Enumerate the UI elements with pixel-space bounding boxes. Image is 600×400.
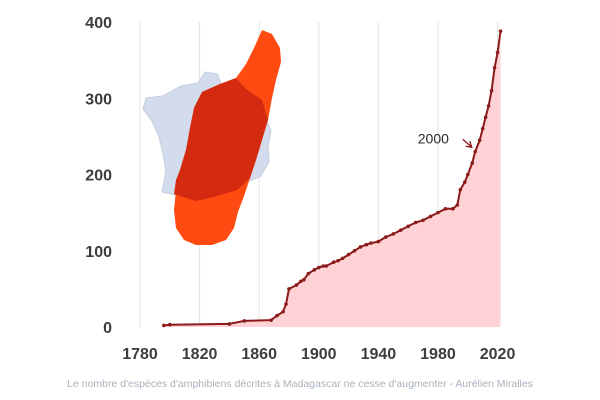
y-axis-ticks: 0 100 200 300 400	[85, 15, 112, 337]
data-point	[331, 260, 336, 264]
annotation-label: 2000	[418, 130, 449, 146]
data-point	[167, 322, 172, 327]
data-point	[294, 283, 299, 287]
caption: Le nombre d'espèces d'amphibiens décrite…	[67, 378, 533, 390]
data-point	[269, 318, 273, 322]
data-point	[391, 232, 396, 236]
data-point	[384, 235, 388, 239]
data-point	[455, 203, 460, 207]
data-point	[340, 256, 345, 261]
x-axis-ticks: 1780 1820 1860 1900 1940 1980 2020	[122, 346, 515, 363]
data-point	[443, 207, 448, 211]
data-point	[312, 268, 317, 272]
x-tick-label: 1940	[361, 346, 397, 363]
data-point	[321, 264, 326, 268]
data-point	[483, 115, 488, 120]
y-tick-label: 200	[85, 168, 112, 185]
data-point	[364, 242, 369, 247]
series-points	[162, 29, 503, 328]
x-tick-label: 1780	[122, 346, 158, 363]
x-tick-label: 2020	[480, 346, 516, 363]
map-inset	[142, 30, 281, 245]
data-point	[369, 241, 373, 245]
data-point	[495, 50, 500, 55]
data-point	[451, 207, 455, 211]
data-point	[281, 309, 285, 314]
data-point	[316, 265, 321, 270]
data-point	[398, 228, 403, 232]
data-point	[227, 322, 232, 326]
data-point	[428, 214, 433, 219]
data-point	[436, 210, 440, 215]
data-point	[284, 302, 288, 306]
data-point	[498, 29, 503, 33]
data-point	[486, 104, 491, 108]
y-tick-label: 100	[85, 244, 112, 261]
data-point	[477, 138, 482, 142]
data-point	[458, 187, 463, 192]
annotation-arrow	[462, 138, 473, 149]
data-point	[413, 220, 418, 225]
data-point	[299, 279, 303, 284]
y-tick-label: 400	[85, 15, 112, 32]
area-fill	[163, 31, 501, 327]
data-point	[324, 264, 329, 268]
y-tick-label: 0	[103, 320, 112, 337]
data-point	[406, 224, 410, 229]
data-point	[275, 313, 279, 318]
x-tick-label: 1980	[420, 346, 456, 363]
data-point	[336, 258, 340, 263]
x-tick-label: 1900	[301, 346, 337, 363]
data-point	[489, 88, 494, 93]
data-point	[480, 126, 485, 131]
overlap-region	[174, 78, 268, 201]
data-point	[470, 161, 475, 165]
data-point	[346, 252, 351, 257]
data-point	[473, 149, 478, 154]
data-point	[465, 172, 470, 177]
y-tick-label: 300	[85, 91, 112, 108]
data-point	[462, 180, 467, 184]
data-point	[352, 248, 357, 253]
data-point	[492, 65, 497, 70]
data-point	[306, 271, 311, 276]
data-point	[302, 277, 306, 282]
data-point	[242, 319, 247, 323]
data-point	[358, 245, 363, 249]
data-point	[162, 323, 166, 328]
data-point	[376, 239, 381, 244]
data-point	[287, 287, 291, 291]
annotation: 2000	[418, 130, 473, 149]
x-tick-label: 1860	[241, 346, 277, 363]
data-point	[421, 218, 425, 223]
x-tick-label: 1820	[182, 346, 218, 363]
